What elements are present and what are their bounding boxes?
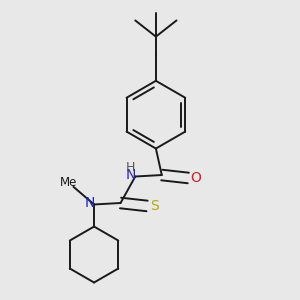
Text: N: N — [125, 168, 136, 182]
Text: O: O — [190, 171, 201, 185]
Text: Me: Me — [60, 176, 78, 189]
Text: S: S — [150, 199, 159, 213]
Text: H: H — [126, 161, 135, 174]
Text: N: N — [84, 196, 94, 210]
